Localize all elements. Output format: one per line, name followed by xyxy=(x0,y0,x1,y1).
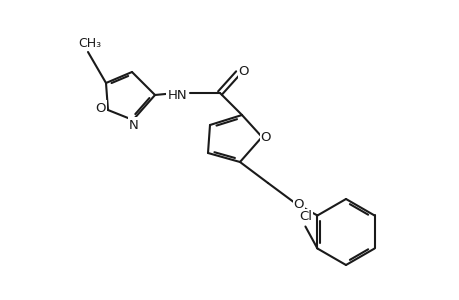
Text: O: O xyxy=(260,130,271,143)
Text: Cl: Cl xyxy=(298,210,311,223)
Text: O: O xyxy=(293,197,303,211)
Text: O: O xyxy=(95,101,106,115)
Text: N: N xyxy=(129,118,139,131)
Text: CH₃: CH₃ xyxy=(78,37,101,50)
Text: O: O xyxy=(238,64,249,77)
Text: HN: HN xyxy=(167,88,187,101)
